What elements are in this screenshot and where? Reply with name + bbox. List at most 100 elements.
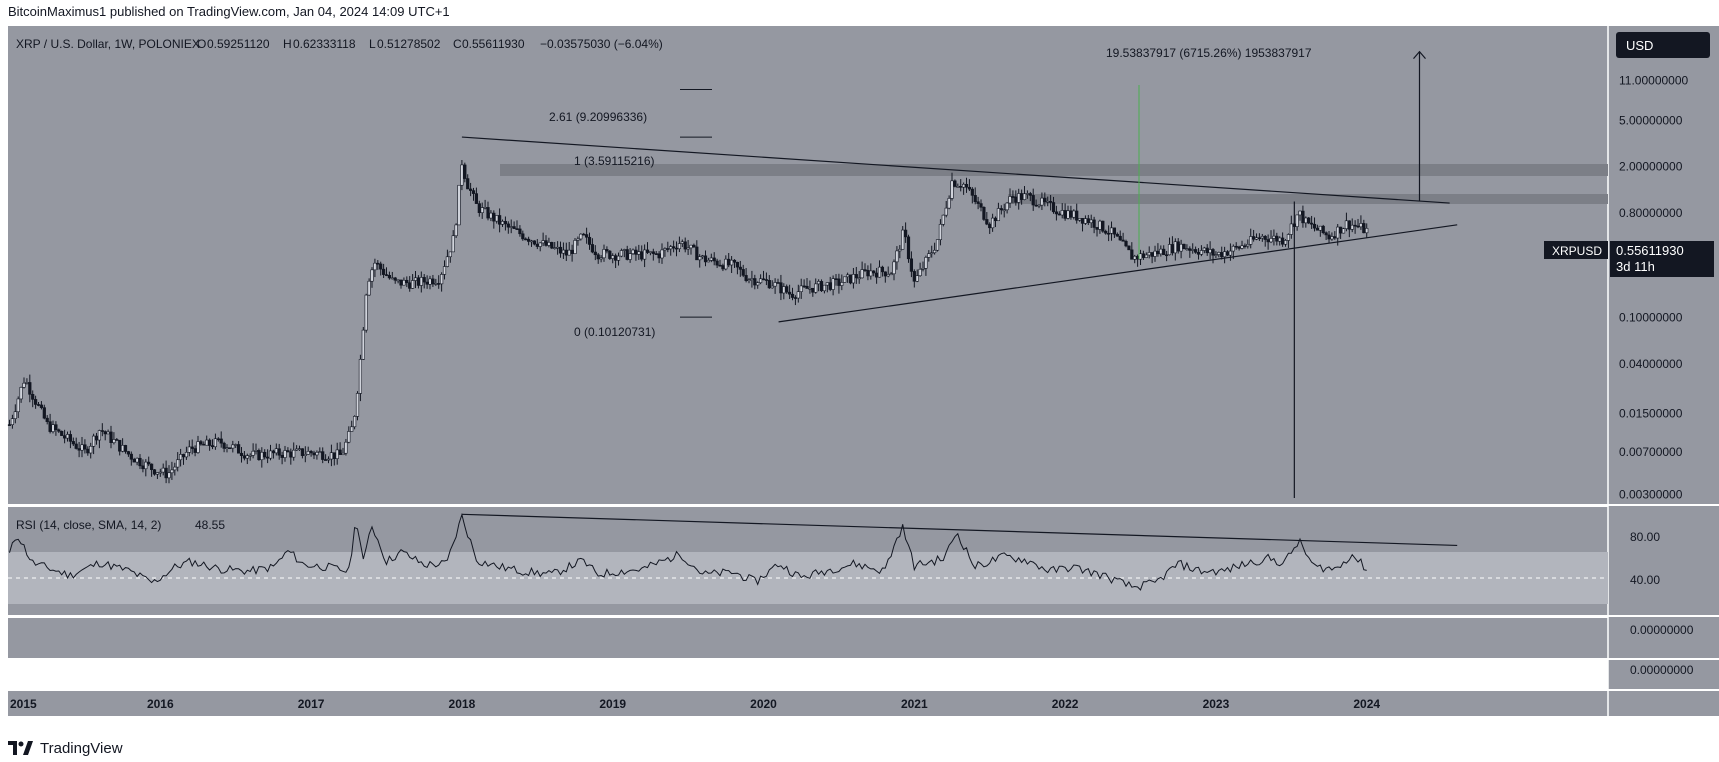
candle-body (248, 455, 252, 457)
currency-button[interactable] (1616, 32, 1710, 58)
candle-body (74, 443, 78, 449)
symbol-tag (1544, 241, 1608, 259)
candle-body (1147, 252, 1151, 256)
candle-body (1339, 226, 1343, 234)
candle-body (909, 258, 914, 272)
candle-body (1078, 218, 1082, 221)
candle-body (585, 234, 589, 238)
candle-body (1350, 224, 1354, 230)
candle-body (1333, 236, 1337, 239)
target-arrow-head (1413, 50, 1426, 60)
resistance-zone (1008, 194, 1608, 204)
candle-body (686, 247, 690, 250)
candle-body (474, 193, 479, 204)
candle-body (283, 450, 287, 458)
candle-body (1054, 211, 1059, 215)
candle-body (463, 164, 467, 179)
candle-body (483, 207, 487, 209)
candle-body (828, 282, 832, 290)
legend-high-label: H (283, 37, 292, 51)
candle-body (1283, 240, 1288, 245)
price-axis-tick: 0.10000000 (1619, 311, 1683, 325)
candle-body (1266, 239, 1270, 243)
candle-body (715, 260, 719, 266)
candle-body (54, 424, 58, 431)
candle-body (466, 178, 470, 190)
candle-body (538, 242, 542, 247)
candle-body (1138, 253, 1143, 260)
candle-body (956, 186, 960, 188)
candle-body (1144, 254, 1148, 258)
candle-body (187, 446, 191, 453)
candle-body (660, 249, 664, 259)
candle-body (123, 445, 128, 452)
candle-body (289, 451, 293, 458)
candle-body (808, 287, 812, 290)
candle-body (486, 207, 490, 219)
candle-body (541, 240, 545, 244)
candle-body (86, 448, 90, 454)
candle-body (1260, 236, 1264, 239)
candle-body (622, 249, 626, 251)
candle-body (358, 359, 363, 394)
candle-body (535, 243, 539, 247)
candle-body (1223, 251, 1227, 258)
candle-body (367, 280, 371, 296)
candle-body (973, 195, 977, 203)
candle-body (164, 467, 168, 479)
candle-body (869, 270, 873, 277)
candle-body (1191, 249, 1195, 251)
candle-body (904, 229, 908, 238)
candle-body (1307, 217, 1311, 224)
candle-body (112, 439, 116, 443)
time-axis[interactable] (8, 690, 1608, 716)
trendline (778, 224, 1458, 323)
candle-body (901, 229, 905, 250)
candle-body (988, 223, 992, 229)
candle-body (611, 255, 615, 259)
candle-body (1281, 237, 1285, 245)
candle-body (254, 450, 258, 452)
candle-body (428, 278, 432, 285)
candle-body (1217, 252, 1221, 255)
candle-body (94, 435, 99, 441)
candle-body (991, 217, 995, 229)
chart-canvas[interactable]: 25.0000000011.000000005.000000002.000000… (0, 0, 1719, 735)
candle-body (184, 452, 189, 458)
candle-body (1176, 241, 1180, 252)
price-axis[interactable] (1608, 26, 1719, 716)
candle-body (982, 206, 986, 220)
candle-body (756, 282, 760, 286)
candle-body (228, 447, 232, 450)
time-axis-tick: 2021 (901, 697, 928, 711)
candle-body (1278, 237, 1282, 242)
candle-body (724, 258, 728, 270)
candle-body (1257, 237, 1262, 240)
candle-body (469, 188, 473, 191)
legend-open-label: O (197, 37, 206, 51)
candle-body (118, 439, 122, 452)
candle-body (1301, 210, 1305, 224)
candle-body (1344, 220, 1349, 229)
price-axis-tick: 0.01500000 (1619, 406, 1683, 420)
candle-body (28, 382, 32, 395)
candle-body (60, 430, 64, 436)
candle-body (767, 280, 771, 289)
candle-body (500, 221, 505, 225)
candle-body (953, 180, 957, 187)
candle-body (1263, 236, 1267, 240)
candle-body (297, 448, 302, 450)
candle-body (1211, 249, 1215, 256)
candle-body (312, 452, 316, 456)
candle-body (1075, 210, 1079, 221)
candle-body (802, 285, 806, 288)
symbol-tag-label: XRPUSD (1552, 244, 1602, 258)
candle-body (605, 249, 609, 252)
candle-body (1188, 248, 1192, 251)
candle-body (616, 255, 621, 261)
candle-body (967, 186, 972, 190)
candle-body (431, 278, 435, 285)
candle-body (396, 279, 400, 282)
drawings-layer (461, 50, 1458, 498)
candle-body (321, 451, 325, 460)
